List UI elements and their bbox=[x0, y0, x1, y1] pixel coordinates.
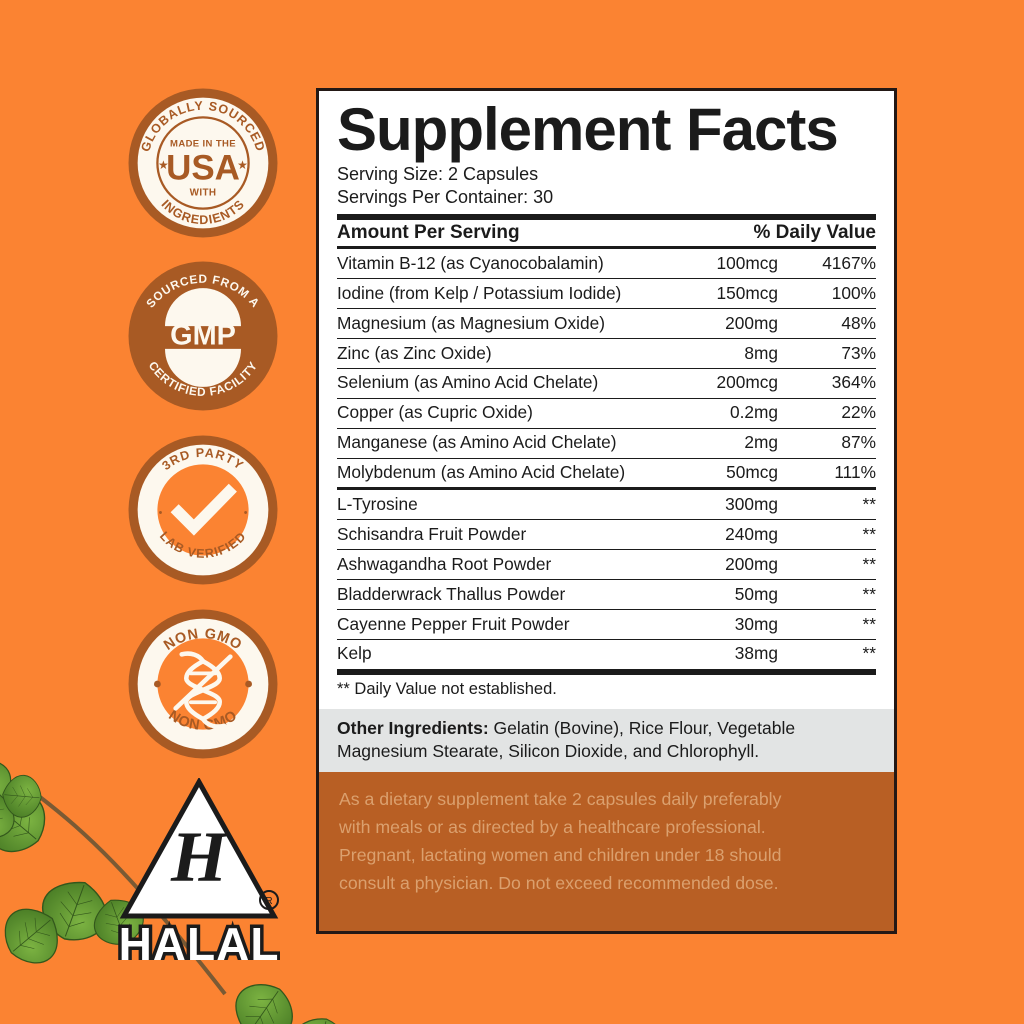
svg-text:MADE IN THE: MADE IN THE bbox=[170, 138, 236, 149]
svg-text:USA: USA bbox=[166, 149, 240, 188]
svg-text:R: R bbox=[265, 896, 272, 907]
svg-text:•: • bbox=[159, 507, 163, 519]
svg-text:HALAL: HALAL bbox=[119, 918, 280, 960]
svg-text:★: ★ bbox=[158, 158, 169, 172]
svg-text:•: • bbox=[244, 507, 248, 519]
svg-text:★: ★ bbox=[237, 158, 248, 172]
svg-text:GMP: GMP bbox=[170, 319, 236, 351]
svg-text:WITH: WITH bbox=[190, 188, 217, 199]
svg-text:H: H bbox=[170, 817, 229, 897]
